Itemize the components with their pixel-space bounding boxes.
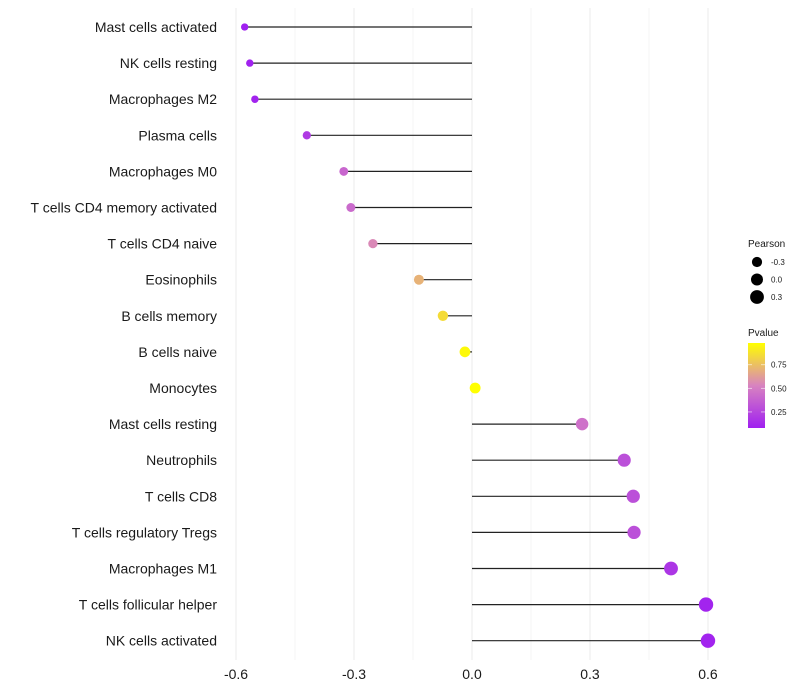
x-tick-label: 0.0 xyxy=(462,666,482,682)
data-point xyxy=(459,346,471,358)
data-point xyxy=(302,131,311,140)
size-legend-entries: -0.3 0.0 0.3 xyxy=(750,256,785,304)
y-axis-label: Neutrophils xyxy=(146,452,217,468)
stems xyxy=(244,26,708,642)
y-axis-label: Macrophages M1 xyxy=(109,561,217,577)
legend-size-point xyxy=(751,256,763,268)
data-point xyxy=(698,597,714,612)
legend-size-point xyxy=(751,273,763,286)
y-axis-label: T cells CD8 xyxy=(145,488,217,504)
legend-size-label: -0.3 xyxy=(771,258,785,267)
y-axis-label: Monocytes xyxy=(149,380,217,396)
x-tick-label: 0.3 xyxy=(580,666,600,682)
grid-lines xyxy=(235,8,709,660)
y-axis-label: Plasma cells xyxy=(138,127,217,143)
data-point xyxy=(368,238,378,249)
data-point xyxy=(437,310,449,321)
data-point xyxy=(626,489,640,503)
legend-size-label: 0.3 xyxy=(771,293,783,302)
data-point xyxy=(575,417,589,431)
data-point xyxy=(627,525,641,540)
y-axis-label: T cells regulatory Tregs xyxy=(72,524,217,540)
data-point xyxy=(469,382,481,394)
y-axis-label: T cells CD4 naive xyxy=(108,236,218,252)
points xyxy=(241,23,716,648)
y-axis-label: NK cells activated xyxy=(106,633,217,649)
y-axis-label: Mast cells activated xyxy=(95,19,217,35)
y-axis-labels: Mast cells activated NK cells resting Macr… xyxy=(31,19,218,649)
legend: Pearson -0.3 0.0 0.3 Pvalue 0.75 0.50 0.25 xyxy=(748,239,787,428)
legend-size-point xyxy=(750,290,764,304)
x-tick-label: 0.6 xyxy=(698,666,718,682)
colorbar-tick-label: 0.75 xyxy=(771,361,787,370)
data-point xyxy=(241,23,249,31)
data-point xyxy=(346,203,356,212)
x-tick-label: -0.6 xyxy=(224,666,248,682)
x-axis-labels: -0.6 -0.3 0.0 0.3 0.6 xyxy=(224,666,718,682)
data-point xyxy=(251,95,259,103)
y-axis-label: Macrophages M2 xyxy=(109,91,217,107)
y-axis-label: T cells CD4 memory activated xyxy=(31,200,217,216)
data-point xyxy=(700,633,716,648)
legend-size-label: 0.0 xyxy=(771,276,783,285)
y-axis-label: B cells naive xyxy=(138,344,217,360)
y-axis-label: NK cells resting xyxy=(120,55,217,71)
legend-size-title: Pearson xyxy=(748,239,785,250)
data-point xyxy=(617,453,631,467)
legend-color-title: Pvalue xyxy=(748,328,779,339)
colorbar-tick-label: 0.25 xyxy=(771,408,787,417)
y-axis-label: Mast cells resting xyxy=(109,416,217,432)
y-axis-label: Eosinophils xyxy=(145,272,217,288)
data-point xyxy=(339,166,349,176)
pvalue-colorbar xyxy=(748,343,765,428)
y-axis-label: B cells memory xyxy=(121,308,217,324)
y-axis-label: Macrophages M0 xyxy=(109,163,217,179)
x-tick-label: -0.3 xyxy=(342,666,366,682)
data-point xyxy=(413,274,424,285)
data-point xyxy=(246,59,254,67)
data-point xyxy=(664,561,678,576)
y-axis-label: T cells follicular helper xyxy=(79,597,218,613)
colorbar-ticks: 0.75 0.50 0.25 xyxy=(748,361,787,417)
colorbar-tick-label: 0.50 xyxy=(771,384,787,393)
